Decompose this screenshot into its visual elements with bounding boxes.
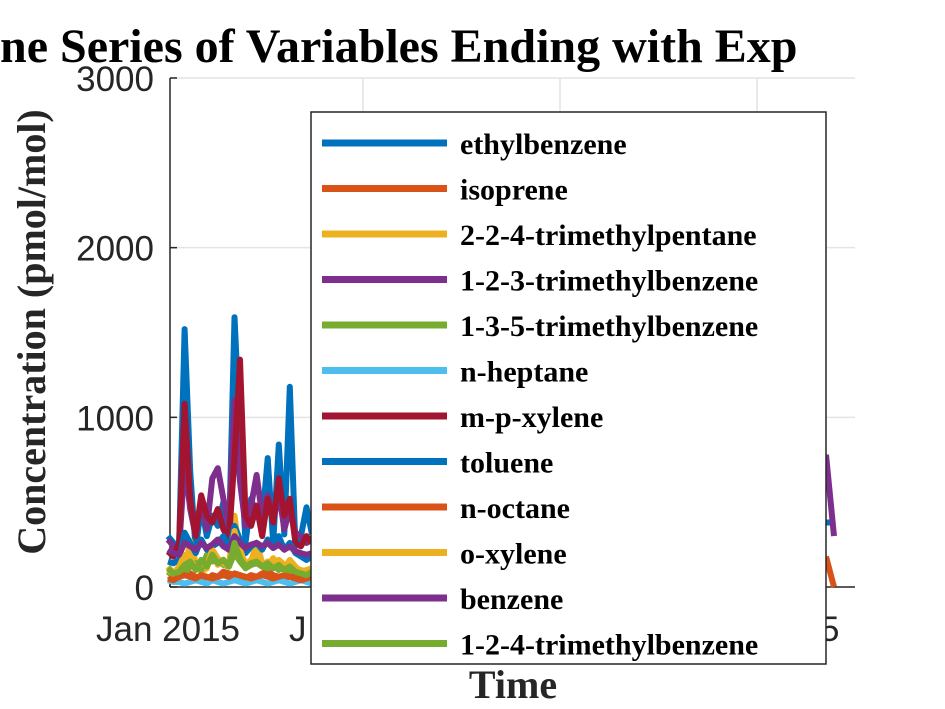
series-line-m-p-xylene xyxy=(165,356,315,560)
legend-label: 1-2-3-trimethylbenzene xyxy=(460,265,758,298)
legend-label: 1-3-5-trimethylbenzene xyxy=(460,310,758,343)
chart-title: ne Series of Variables Ending with Exp xyxy=(0,20,797,73)
legend-label: m-p-xylene xyxy=(460,401,603,434)
legend-box xyxy=(310,111,827,665)
x-tick-labels: Jan 2015 J 5 xyxy=(96,610,839,649)
legend-label: benzene xyxy=(460,583,563,616)
x-tick-label: Jan 2015 xyxy=(96,610,240,649)
legend-label: toluene xyxy=(460,447,553,480)
legend-label: ethylbenzene xyxy=(460,128,627,161)
series-line-1-2-4-trimethylbenzene xyxy=(165,539,314,579)
legend-label: n-heptane xyxy=(460,356,588,389)
series-line-benzene xyxy=(166,533,313,558)
legend-label: 1-2-4-trimethylbenzene xyxy=(460,629,758,662)
x-axis-label: Time xyxy=(469,662,557,707)
legend-label: 2-2-4-trimethylpentane xyxy=(460,219,757,252)
y-tick-label: 1000 xyxy=(76,399,154,438)
y-tick-label: 3000 xyxy=(76,60,154,99)
x-tick-label: J xyxy=(289,610,307,649)
series-line-n-octane xyxy=(167,570,313,584)
legend-label: n-octane xyxy=(460,492,570,525)
legend-label: isoprene xyxy=(460,174,568,207)
legend-label: o-xylene xyxy=(460,538,567,571)
y-tick-label: 0 xyxy=(135,569,154,608)
series-line-n-heptane xyxy=(167,577,313,587)
series-lines xyxy=(165,314,837,588)
y-axis-label: Concentration (pmol/mol) xyxy=(9,109,54,555)
y-tick-labels: 0 1000 2000 3000 xyxy=(76,60,154,608)
y-tick-label: 2000 xyxy=(76,230,154,269)
series-line-fragment xyxy=(823,454,837,537)
legend: ethylbenzene isoprene 2-2-4-trimethylpenta… xyxy=(310,111,827,665)
series-line-fragment xyxy=(823,555,837,588)
